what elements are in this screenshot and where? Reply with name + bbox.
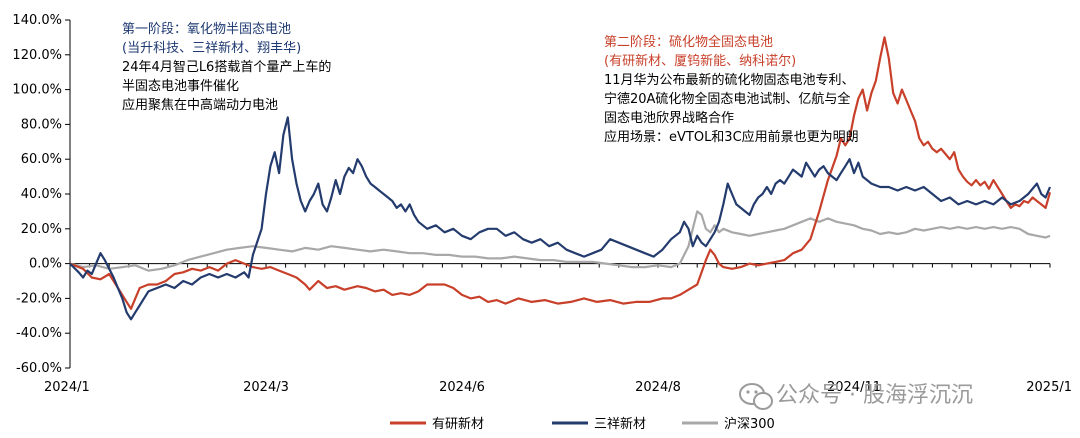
x-tick-label: 2024/1 — [44, 380, 90, 395]
legend-label-1: 三祥新材 — [594, 416, 646, 432]
wechat-icon — [739, 383, 773, 410]
x-tick-label: 2024/6 — [439, 380, 485, 395]
series-layer — [69, 36, 1052, 321]
y-axis: -60.0% -40.0% -20.0% 0.0% 20.0% 40.0% 60.0% 80.… — [12, 13, 71, 376]
series-line-1 — [69, 116, 1052, 321]
phase1-title: 第一阶段：氧化物半固态电池 — [122, 22, 291, 37]
phase2-line-4: 应用场景：eVTOL和3C应用前景也更为明朗 — [604, 129, 859, 145]
phase2-line-3: 固态电池欣界战略合作 — [604, 110, 734, 126]
series-line-2 — [69, 210, 1051, 272]
phase2-title: 第二阶段：硫化物全固态电池 — [604, 34, 773, 50]
y-tick-label: 0.0% — [29, 257, 62, 272]
legend: 有研新材 三祥新材 沪深300 — [390, 416, 775, 432]
y-tick-label: 100.0% — [12, 83, 62, 98]
phase2-companies: (有研新材、厦钨新能、纳科诺尔) — [604, 53, 796, 69]
phase2-line-1: 11月华为公布最新的硫化物固态电池专利、 — [604, 72, 855, 88]
phase1-companies: (当升科技、三祥新材、翔丰华) — [122, 40, 301, 56]
x-tick-label: 2024/8 — [635, 380, 681, 395]
y-tick-label: -60.0% — [16, 361, 62, 376]
x-axis: 2024/1 2024/3 2024/6 2024/8 2024/11 2025/1 — [44, 263, 1072, 395]
legend-label-0: 有研新材 — [432, 416, 484, 432]
watermark: 公众号 · 股海浮沉沉 — [739, 383, 973, 410]
phase2-line-2: 宁德20A硫化物全固态电池试制、亿航与全 — [604, 91, 850, 107]
y-tick-label: -40.0% — [16, 326, 62, 341]
y-tick-label: 40.0% — [21, 187, 62, 202]
phase1-annotation: 第一阶段：氧化物半固态电池 (当升科技、三祥新材、翔丰华) 24年4月智己L6搭… — [122, 22, 331, 113]
x-tick-label: 2024/11 — [827, 380, 881, 395]
y-tick-label: 140.0% — [12, 13, 62, 28]
y-tick-label: 20.0% — [21, 222, 62, 237]
phase2-annotation: 第二阶段：硫化物全固态电池 (有研新材、厦钨新能、纳科诺尔) 11月华为公布最新… — [604, 34, 859, 145]
y-tick-label: -20.0% — [16, 291, 62, 306]
phase1-line-3: 应用聚焦在中高端动力电池 — [122, 97, 278, 113]
x-tick-label: 2024/3 — [243, 380, 289, 395]
y-tick-label: 60.0% — [21, 152, 62, 167]
phase1-line-2: 半固态电池事件催化 — [122, 79, 239, 94]
legend-label-2: 沪深300 — [724, 416, 775, 432]
y-tick-label: 120.0% — [12, 48, 62, 63]
phase1-line-1: 24年4月智己L6搭载首个量产上车的 — [122, 59, 331, 75]
y-tick-label: 80.0% — [21, 117, 62, 132]
watermark-text: 公众号 · 股海浮沉沉 — [776, 383, 973, 408]
x-tick-label: 2025/1 — [1026, 380, 1072, 395]
